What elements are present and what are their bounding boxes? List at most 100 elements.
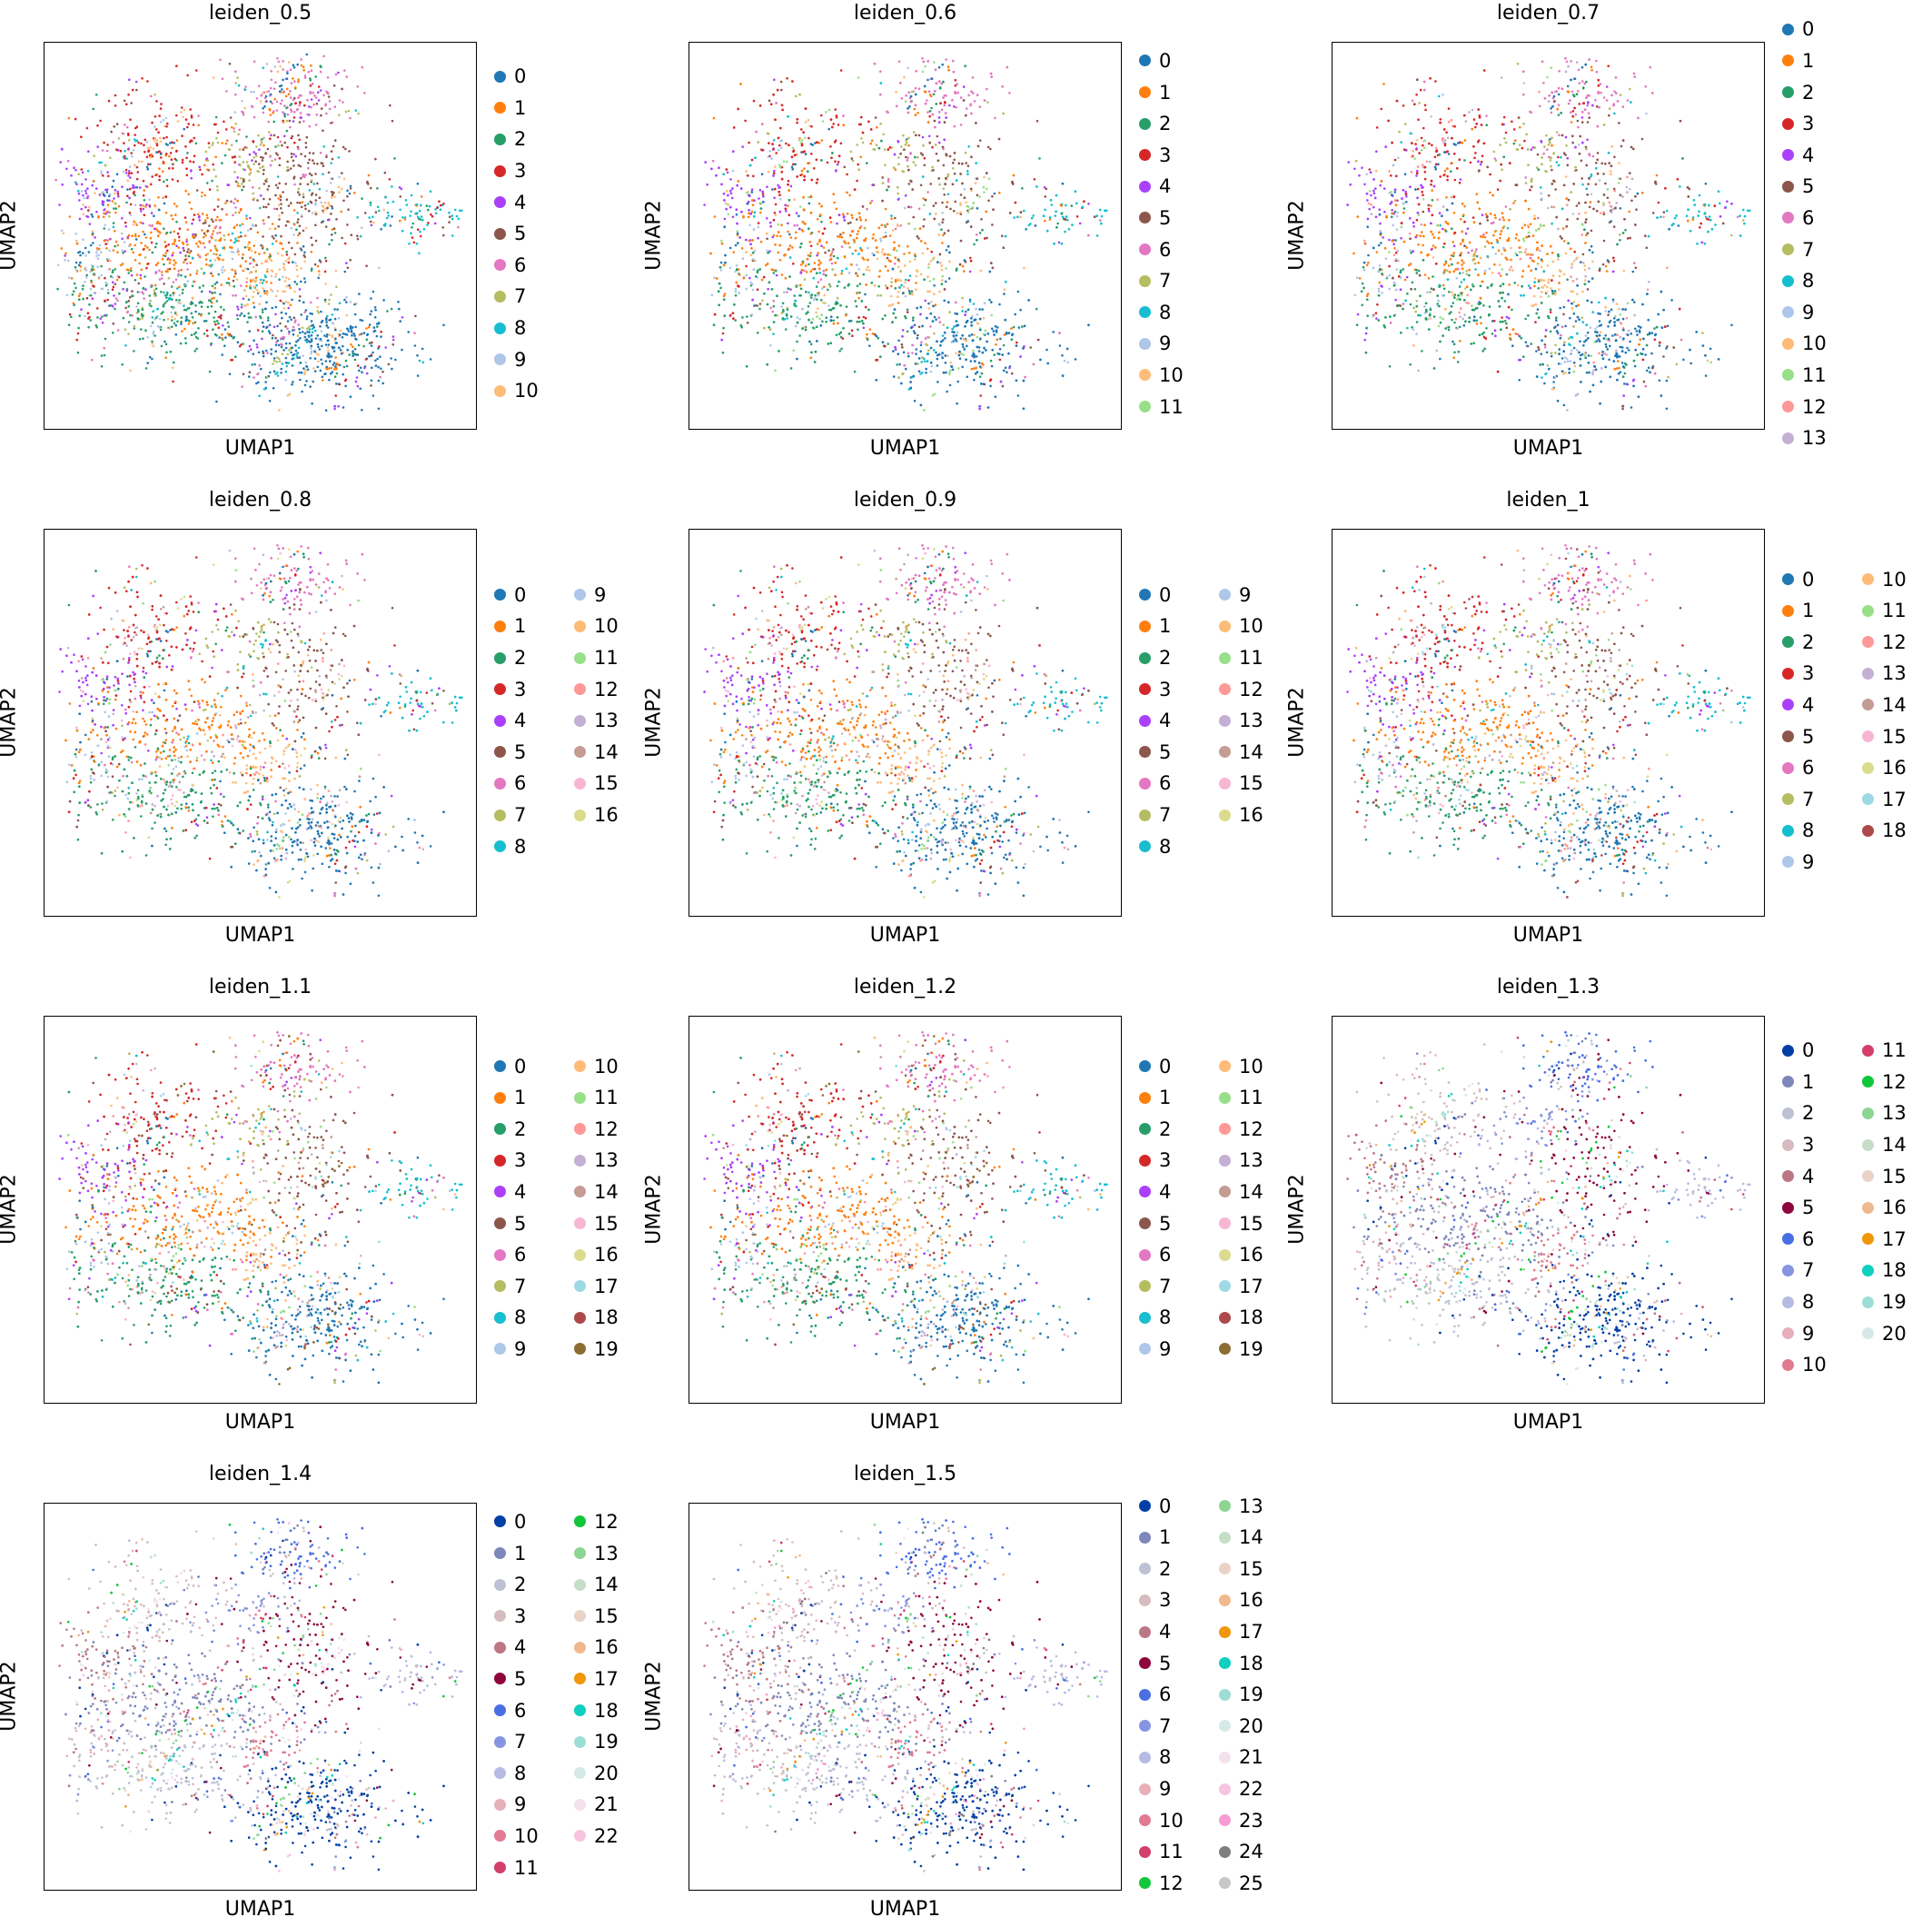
cell-point bbox=[793, 223, 796, 227]
cell-point bbox=[195, 189, 199, 192]
cell-point bbox=[269, 93, 272, 96]
cell-point bbox=[321, 344, 323, 348]
cell-point bbox=[189, 250, 193, 253]
cell-point bbox=[892, 375, 896, 378]
cell-point bbox=[816, 218, 819, 221]
cell-point bbox=[770, 288, 774, 291]
cell-point bbox=[100, 251, 103, 253]
cell-point bbox=[156, 314, 159, 318]
cell-point bbox=[864, 305, 867, 309]
cell-point bbox=[347, 208, 350, 211]
cell-point bbox=[825, 273, 827, 277]
cell-point bbox=[1019, 308, 1022, 312]
cell-point bbox=[143, 199, 146, 202]
cell-point bbox=[921, 175, 925, 178]
cell-point bbox=[774, 269, 778, 273]
cell-point bbox=[776, 313, 778, 317]
cell-point bbox=[142, 207, 145, 211]
cell-point bbox=[796, 175, 798, 178]
cell-point bbox=[897, 198, 900, 201]
cell-point bbox=[930, 250, 933, 253]
cell-point bbox=[858, 226, 862, 230]
cell-point bbox=[175, 299, 178, 302]
cell-point bbox=[419, 230, 421, 233]
cell-point bbox=[282, 191, 284, 194]
cell-point bbox=[121, 263, 124, 265]
cell-point bbox=[299, 378, 302, 382]
cell-point bbox=[100, 354, 104, 357]
cell-point bbox=[370, 223, 373, 227]
cell-point bbox=[933, 332, 936, 335]
cell-point bbox=[962, 85, 966, 88]
cell-point bbox=[218, 253, 222, 257]
cell-point bbox=[978, 308, 981, 311]
cell-point bbox=[107, 174, 110, 178]
cell-point bbox=[998, 358, 1002, 362]
cell-point bbox=[331, 233, 333, 236]
cell-point bbox=[264, 152, 267, 155]
cell-point bbox=[780, 104, 784, 107]
cell-point bbox=[991, 327, 994, 331]
cell-point bbox=[752, 268, 756, 271]
cell-point bbox=[941, 221, 944, 223]
cell-point bbox=[835, 114, 838, 117]
cell-point bbox=[361, 319, 364, 323]
cell-point bbox=[156, 230, 160, 233]
cell-point bbox=[879, 293, 882, 297]
cell-point bbox=[965, 114, 967, 117]
cell-point bbox=[1067, 227, 1071, 231]
cell-point bbox=[319, 337, 322, 341]
cell-point bbox=[905, 155, 907, 159]
cell-point bbox=[148, 223, 151, 227]
cell-point bbox=[301, 390, 303, 393]
cell-point bbox=[903, 75, 906, 79]
cell-point bbox=[168, 267, 172, 271]
cell-point bbox=[165, 231, 169, 234]
cell-point bbox=[351, 333, 353, 337]
cell-point bbox=[90, 281, 94, 284]
cell-point bbox=[112, 281, 114, 284]
cell-point bbox=[298, 121, 302, 124]
cell-point bbox=[216, 189, 219, 192]
cell-point bbox=[278, 84, 282, 88]
cell-point bbox=[750, 188, 754, 191]
cell-point bbox=[274, 184, 278, 187]
cell-point bbox=[324, 104, 327, 107]
cell-point bbox=[114, 268, 116, 271]
cell-point bbox=[971, 354, 974, 357]
cell-point bbox=[284, 223, 288, 227]
cell-point bbox=[966, 211, 970, 214]
cell-point bbox=[380, 335, 382, 338]
cell-point bbox=[727, 213, 730, 215]
cell-point bbox=[172, 281, 175, 283]
cell-point bbox=[193, 280, 196, 283]
cell-point bbox=[839, 69, 843, 72]
cell-point bbox=[141, 160, 144, 164]
cell-point bbox=[215, 249, 219, 252]
cell-point bbox=[353, 358, 357, 362]
cell-point bbox=[306, 331, 309, 333]
cell-point bbox=[762, 201, 765, 204]
cell-point bbox=[899, 224, 902, 227]
cell-point bbox=[206, 229, 210, 233]
cell-point bbox=[313, 357, 317, 361]
cell-point bbox=[175, 287, 179, 290]
cell-point bbox=[266, 375, 269, 379]
cell-point bbox=[303, 154, 307, 158]
cell-point bbox=[401, 348, 403, 352]
cell-point bbox=[840, 347, 843, 351]
cell-point bbox=[292, 316, 296, 320]
cell-point bbox=[175, 65, 178, 67]
cell-point bbox=[907, 287, 909, 290]
cell-point bbox=[304, 145, 308, 149]
cell-point bbox=[919, 305, 923, 309]
cell-point bbox=[243, 245, 247, 249]
cell-point bbox=[274, 81, 277, 84]
cell-point bbox=[324, 225, 328, 228]
cell-point bbox=[864, 293, 867, 296]
cell-point bbox=[391, 335, 395, 338]
cell-point bbox=[158, 208, 161, 212]
cell-point bbox=[788, 247, 790, 251]
cell-point bbox=[786, 77, 788, 80]
cell-point bbox=[337, 156, 341, 159]
